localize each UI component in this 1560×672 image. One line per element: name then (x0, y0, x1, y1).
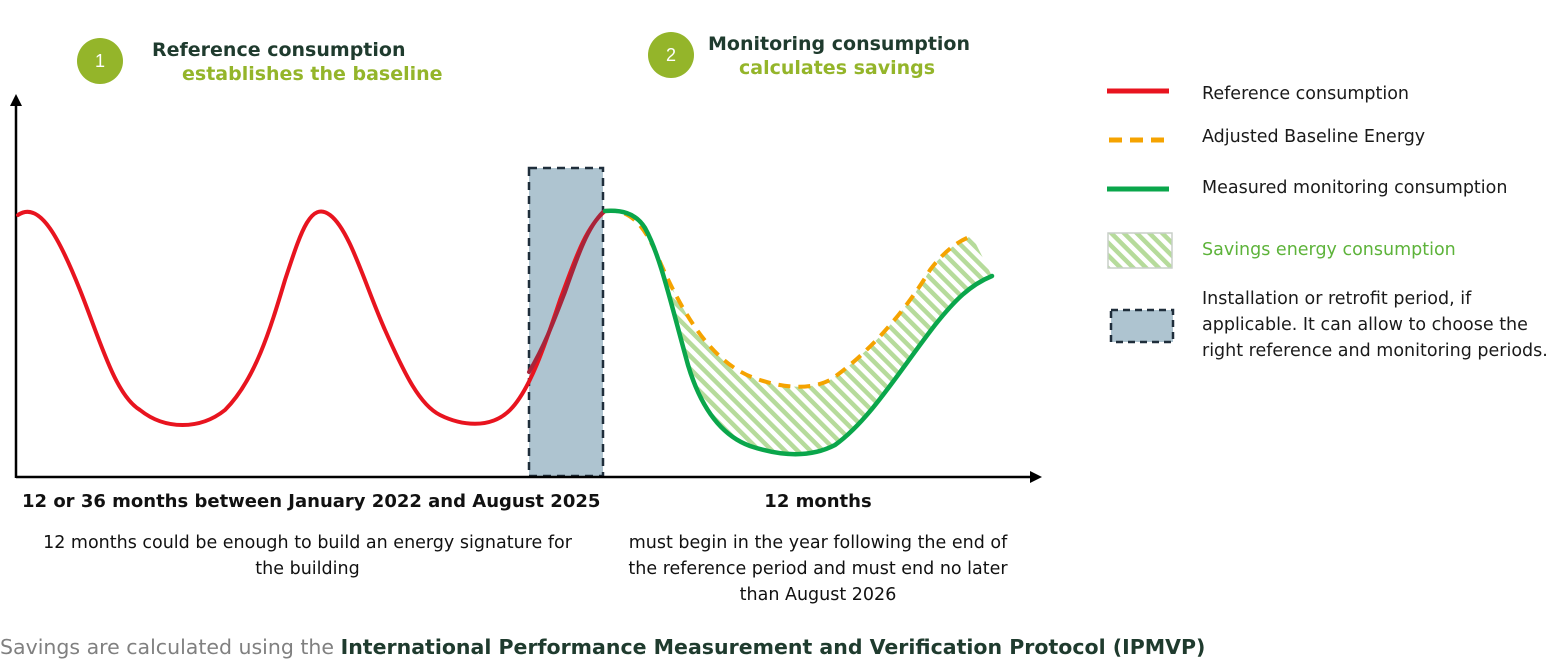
x-axis-arrow-icon (1030, 471, 1042, 483)
legend-monitoring-label: Measured monitoring consumption (1202, 178, 1508, 198)
legend-monitoring-swatch (1107, 186, 1169, 192)
step-2-subtitle: calculates savings (739, 57, 936, 79)
retrofit-period-box (527, 166, 605, 478)
legend-reference-swatch (1107, 88, 1169, 94)
step-1-subtitle: establishes the baseline (182, 63, 443, 85)
legend-baseline-swatch (1109, 137, 1169, 143)
legend-savings-label: Savings energy consumption (1202, 240, 1456, 260)
reference-consumption-line (16, 209, 607, 427)
step-1: 1 (77, 38, 123, 84)
legend-retrofit-swatch (1109, 308, 1175, 344)
reference-period-label: 12 or 36 months between January 2022 and… (22, 491, 601, 512)
step-2-number-badge: 2 (648, 32, 694, 78)
monitoring-consumption-line (602, 208, 995, 457)
legend-reference-label: Reference consumption (1202, 84, 1409, 104)
step-2-title-block: Monitoring consumption calculates saving… (708, 32, 970, 80)
step-2-title: Monitoring consumption (708, 33, 971, 55)
footer-prefix: Savings are calculated using the (0, 635, 341, 659)
adjusted-baseline-line (604, 208, 973, 389)
legend-baseline-label: Adjusted Baseline Energy (1202, 127, 1426, 147)
step-1-number-badge: 1 (77, 38, 123, 84)
savings-area (605, 210, 992, 455)
reference-consumption-line-retrofit-segment (527, 210, 605, 374)
legend-retrofit-label: Installation or retrofit period, if appl… (1202, 289, 1548, 361)
reference-period-description: 12 months could be enough to build an en… (43, 533, 572, 579)
footer-note: Savings are calculated using the Interna… (0, 635, 1205, 659)
footer-protocol-name: International Performance Measurement an… (340, 635, 1206, 659)
step-1-title: Reference consumption (152, 39, 406, 61)
step-1-title-block: Reference consumption establishes the ba… (152, 38, 443, 86)
legend-savings-swatch (1107, 232, 1173, 269)
monitoring-period-label: 12 months (764, 491, 872, 512)
monitoring-period-description: must begin in the year following the end… (628, 533, 1008, 605)
y-axis-arrow-icon (10, 94, 22, 106)
step-2: 2 (648, 32, 694, 78)
